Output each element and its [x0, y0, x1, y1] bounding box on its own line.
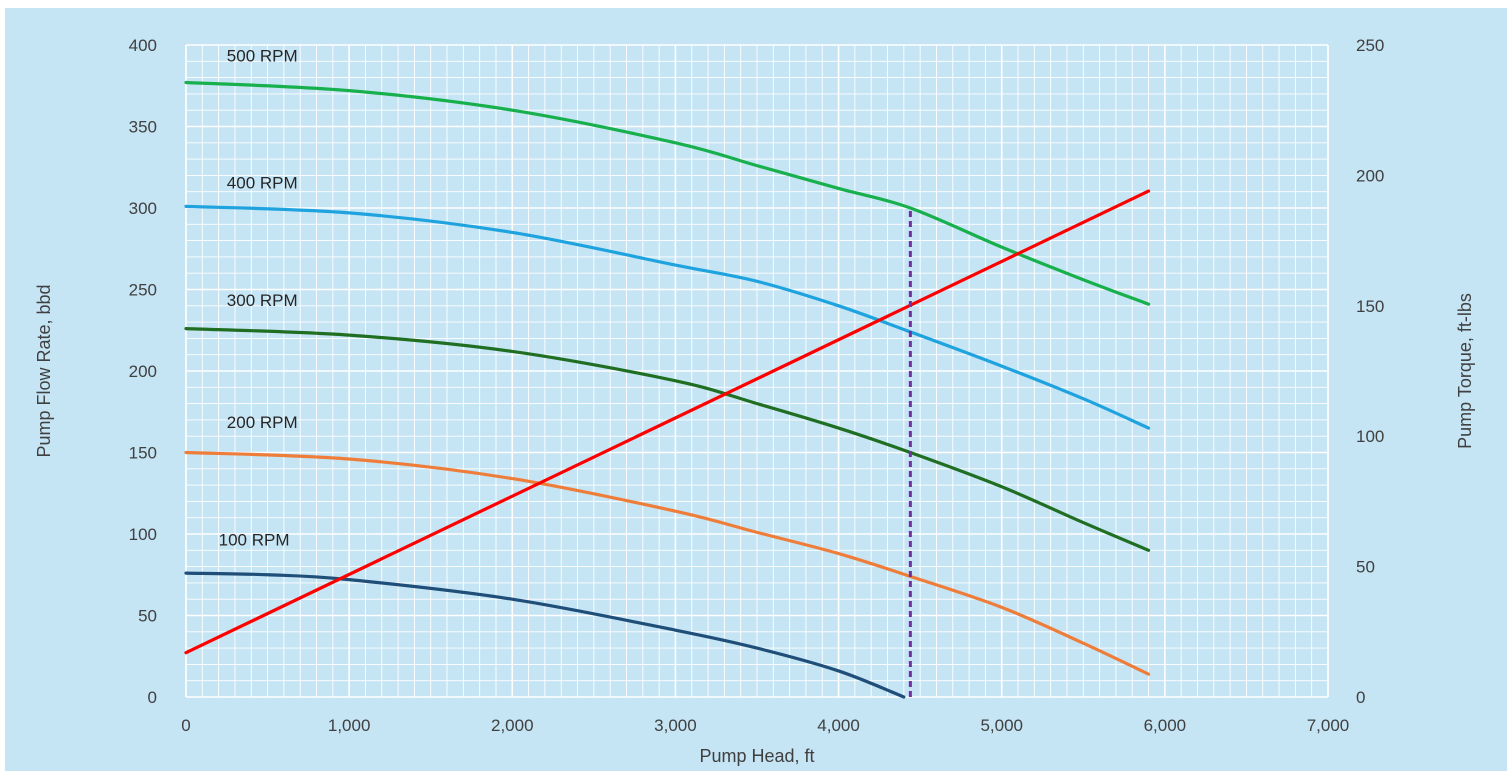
x-tick-label: 2,000 [491, 716, 534, 735]
y2-tick-label: 100 [1356, 427, 1384, 446]
chart-background [5, 8, 1507, 771]
x-tick-label: 6,000 [1144, 716, 1187, 735]
series-line-500-rpm [184, 80, 1151, 306]
y-axis-title: Pump Flow Rate, bbd [34, 284, 54, 457]
x-tick-label: 3,000 [654, 716, 697, 735]
x-axis-title: Pump Head, ft [699, 746, 814, 766]
y-tick-label: 250 [129, 281, 157, 300]
series-line-400-rpm [184, 204, 1151, 430]
x-tick-label: 1,000 [328, 716, 371, 735]
y-tick-label: 200 [129, 362, 157, 381]
y2-tick-label: 200 [1356, 166, 1384, 185]
x-tick-label: 4,000 [817, 716, 860, 735]
x-tick-label: 7,000 [1307, 716, 1350, 735]
series-label: 100 RPM [219, 530, 290, 549]
torque-line [184, 189, 1151, 655]
series-label: 500 RPM [227, 46, 298, 65]
x-tick-label: 0 [181, 716, 190, 735]
series-line-200-rpm [184, 450, 1151, 676]
series-label: 200 RPM [227, 413, 298, 432]
series-line-100-rpm [184, 571, 906, 699]
y2-tick-label: 250 [1356, 36, 1384, 55]
y-tick-label: 100 [129, 525, 157, 544]
y2-tick-label: 50 [1356, 558, 1375, 577]
y-tick-label: 0 [148, 688, 157, 707]
y-tick-label: 50 [138, 607, 157, 626]
series-line-300-rpm [184, 327, 1151, 552]
y2-tick-label: 0 [1356, 688, 1365, 707]
y-tick-label: 300 [129, 199, 157, 218]
y2-tick-label: 150 [1356, 297, 1384, 316]
series-label: 300 RPM [227, 291, 298, 310]
y2-axis-title: Pump Torque, ft-lbs [1455, 293, 1475, 449]
y-tick-label: 150 [129, 444, 157, 463]
x-tick-label: 5,000 [980, 716, 1023, 735]
y-tick-label: 400 [129, 36, 157, 55]
series-label: 400 RPM [227, 173, 298, 192]
y-tick-label: 350 [129, 118, 157, 137]
